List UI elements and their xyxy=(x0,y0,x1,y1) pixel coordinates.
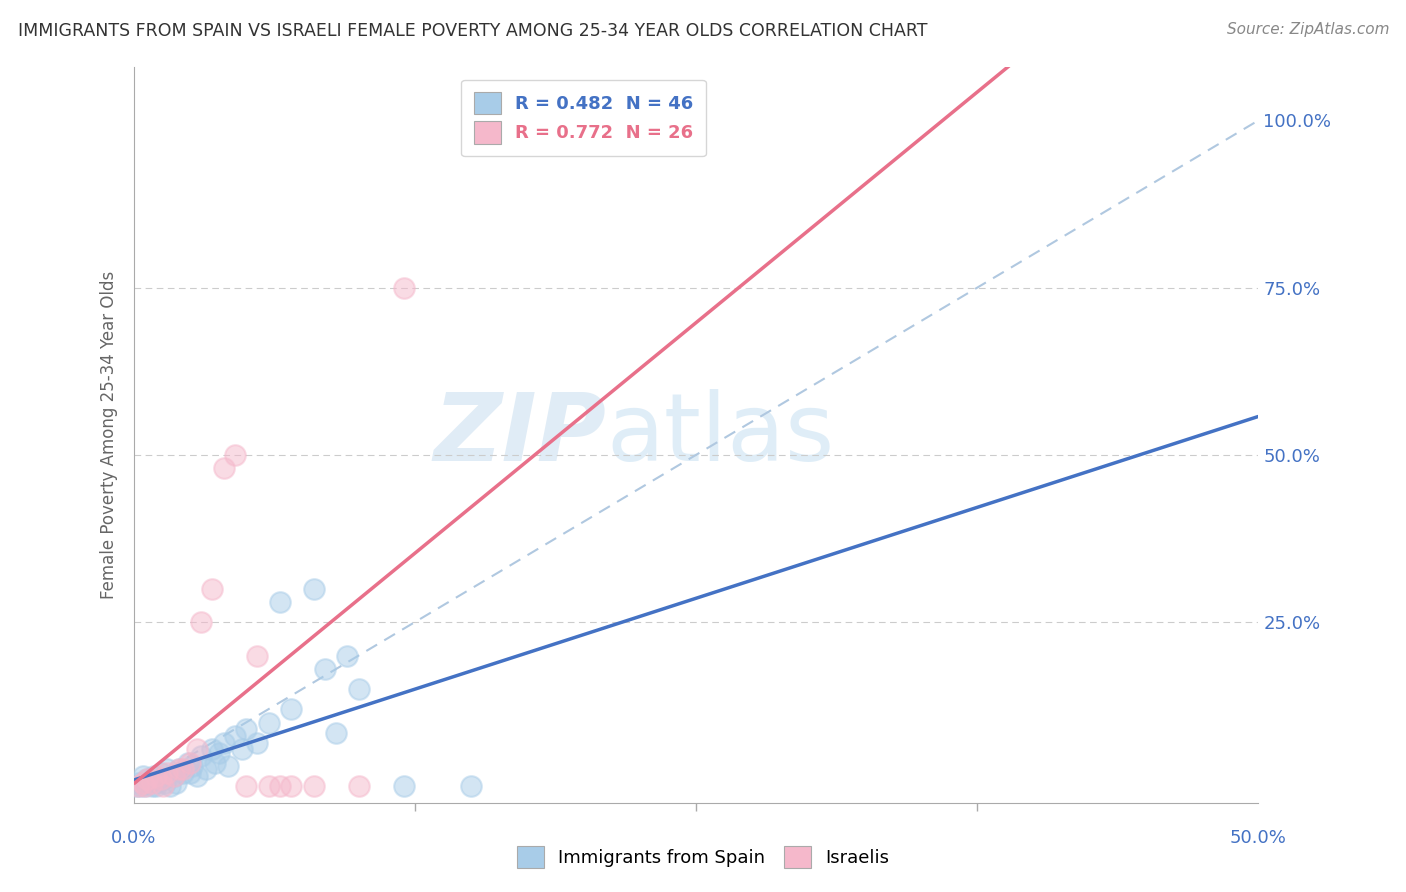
Point xyxy=(125,779,148,793)
Legend: R = 0.482  N = 46, R = 0.772  N = 26: R = 0.482 N = 46, R = 0.772 N = 26 xyxy=(461,79,706,156)
Point xyxy=(186,742,208,756)
Point xyxy=(127,776,149,790)
Point xyxy=(136,772,159,787)
Point xyxy=(159,779,181,793)
Point xyxy=(142,769,165,783)
Point xyxy=(201,742,224,756)
Point xyxy=(172,762,194,776)
Point xyxy=(129,779,152,793)
Point xyxy=(217,759,239,773)
Point xyxy=(145,776,167,790)
Point xyxy=(141,776,163,790)
Point xyxy=(235,779,257,793)
Point xyxy=(336,648,359,663)
Point xyxy=(204,756,226,770)
Point xyxy=(269,595,291,609)
Point xyxy=(392,779,415,793)
Point xyxy=(134,779,156,793)
Point xyxy=(179,756,201,770)
Point xyxy=(212,461,235,475)
Point xyxy=(347,779,370,793)
Point xyxy=(136,772,159,787)
Point xyxy=(167,762,190,776)
Point xyxy=(134,776,156,790)
Point xyxy=(163,769,186,783)
Text: ZIP: ZIP xyxy=(433,389,606,481)
Point xyxy=(152,772,174,787)
Point xyxy=(190,615,212,630)
Point xyxy=(235,723,257,737)
Point xyxy=(224,729,246,743)
Point xyxy=(231,742,253,756)
Point xyxy=(127,779,149,793)
Point xyxy=(145,779,167,793)
Point xyxy=(224,448,246,462)
Point xyxy=(176,756,198,770)
Point xyxy=(167,762,190,776)
Point xyxy=(246,648,269,663)
Point xyxy=(201,582,224,596)
Point xyxy=(212,735,235,749)
Point xyxy=(314,662,336,676)
Point xyxy=(165,776,187,790)
Point xyxy=(208,746,231,760)
Point xyxy=(280,702,302,716)
Point xyxy=(302,582,325,596)
Point xyxy=(149,765,172,780)
Point xyxy=(181,759,204,773)
Point xyxy=(280,779,302,793)
Point xyxy=(246,735,269,749)
Point xyxy=(156,762,179,776)
Point xyxy=(186,769,208,783)
Text: 0.0%: 0.0% xyxy=(111,829,156,847)
Text: atlas: atlas xyxy=(606,389,834,481)
Point xyxy=(257,715,280,730)
Point xyxy=(153,776,176,790)
Point xyxy=(302,779,325,793)
Legend: Immigrants from Spain, Israelis: Immigrants from Spain, Israelis xyxy=(506,835,900,879)
Point xyxy=(460,779,482,793)
Y-axis label: Female Poverty Among 25-34 Year Olds: Female Poverty Among 25-34 Year Olds xyxy=(100,271,118,599)
Point xyxy=(172,765,194,780)
Point xyxy=(138,776,160,790)
Point xyxy=(134,779,156,793)
Text: IMMIGRANTS FROM SPAIN VS ISRAELI FEMALE POVERTY AMONG 25-34 YEAR OLDS CORRELATIO: IMMIGRANTS FROM SPAIN VS ISRAELI FEMALE … xyxy=(18,22,928,40)
Point xyxy=(392,280,415,294)
Point xyxy=(141,779,163,793)
Point xyxy=(131,769,153,783)
Point xyxy=(190,749,212,764)
Text: Source: ZipAtlas.com: Source: ZipAtlas.com xyxy=(1226,22,1389,37)
Text: 50.0%: 50.0% xyxy=(1230,829,1286,847)
Point xyxy=(194,762,217,776)
Point xyxy=(325,725,347,739)
Point xyxy=(257,779,280,793)
Point xyxy=(152,779,174,793)
Point xyxy=(347,681,370,696)
Point xyxy=(163,769,186,783)
Point xyxy=(269,779,291,793)
Point xyxy=(179,765,201,780)
Point xyxy=(145,769,167,783)
Point xyxy=(149,772,172,787)
Point xyxy=(156,765,179,780)
Point xyxy=(131,776,153,790)
